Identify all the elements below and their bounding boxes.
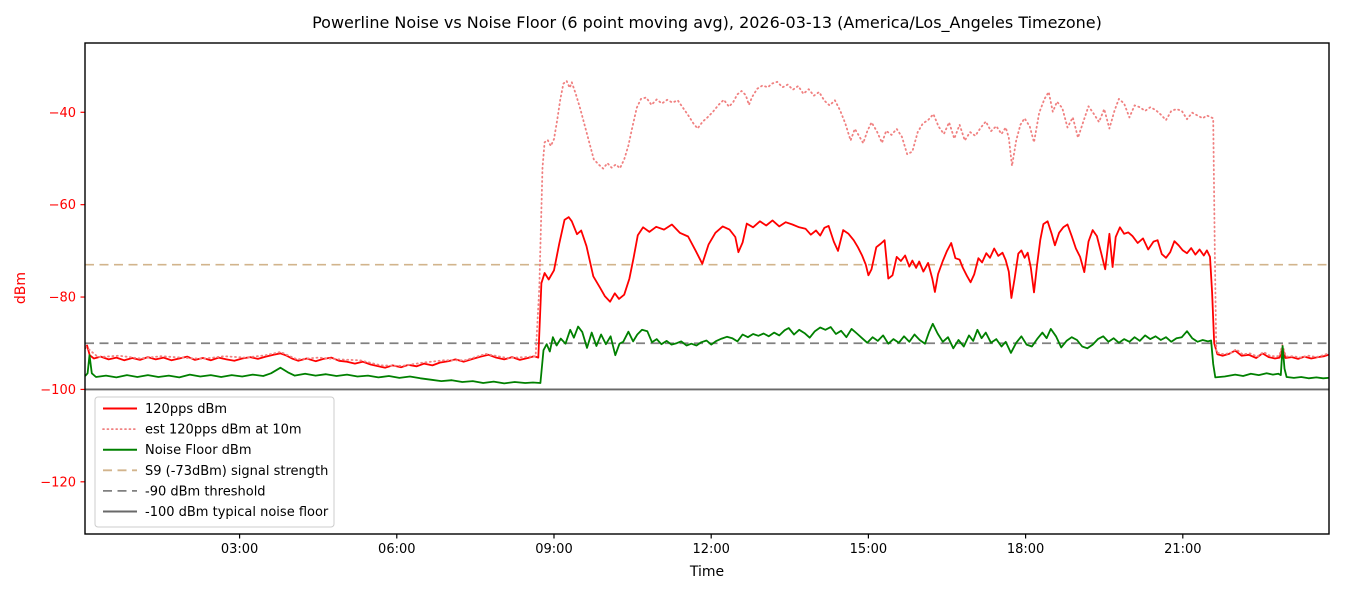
reference-lines-layer <box>85 263 1329 391</box>
x-tick-label: 03:00 <box>221 542 258 557</box>
legend: 120pps dBm est 120pps dBm at 10m Noise Flo… <box>94 396 335 528</box>
x-axis-label: Time <box>689 564 724 580</box>
y-tick-label: −120 <box>40 475 76 490</box>
legend-item-label-3: S9 (-73dBm) signal strength <box>145 464 328 479</box>
chart-title: Powerline Noise vs Noise Floor (6 point … <box>312 13 1102 33</box>
y-tick-label: −40 <box>49 106 76 121</box>
ticks-layer: 03:00 06:00 09:00 12:00 15:00 18:00 21:00 −40 −6… <box>40 106 1201 557</box>
legend-item-label-2: Noise Floor dBm <box>145 443 252 458</box>
series-noise-floor-line <box>85 322 1329 385</box>
legend-item-label-0: 120pps dBm <box>145 402 227 417</box>
legend-item-label-4: -90 dBm threshold <box>145 484 266 499</box>
y-tick-label: −80 <box>49 291 76 306</box>
x-tick-label: 15:00 <box>850 542 887 557</box>
series-layer <box>85 80 1329 385</box>
x-tick-label: 21:00 <box>1164 542 1201 557</box>
legend-box <box>94 396 335 528</box>
x-tick-label: 12:00 <box>692 542 729 557</box>
plot-border <box>84 42 1330 535</box>
legend-item-label-5: -100 dBm typical noise floor <box>145 505 329 520</box>
y-tick-label: −100 <box>40 383 76 398</box>
x-tick-label: 09:00 <box>535 542 572 557</box>
x-tick-label: 18:00 <box>1007 542 1044 557</box>
y-tick-label: −60 <box>49 198 76 213</box>
legend-item-label-1: est 120pps dBm at 10m <box>145 423 302 438</box>
series-est-120pps-10m-line <box>85 80 1329 367</box>
x-tick-label: 06:00 <box>378 542 415 557</box>
y-axis-label: dBm <box>13 272 29 304</box>
series-120pps-dbm-line <box>85 216 1329 369</box>
